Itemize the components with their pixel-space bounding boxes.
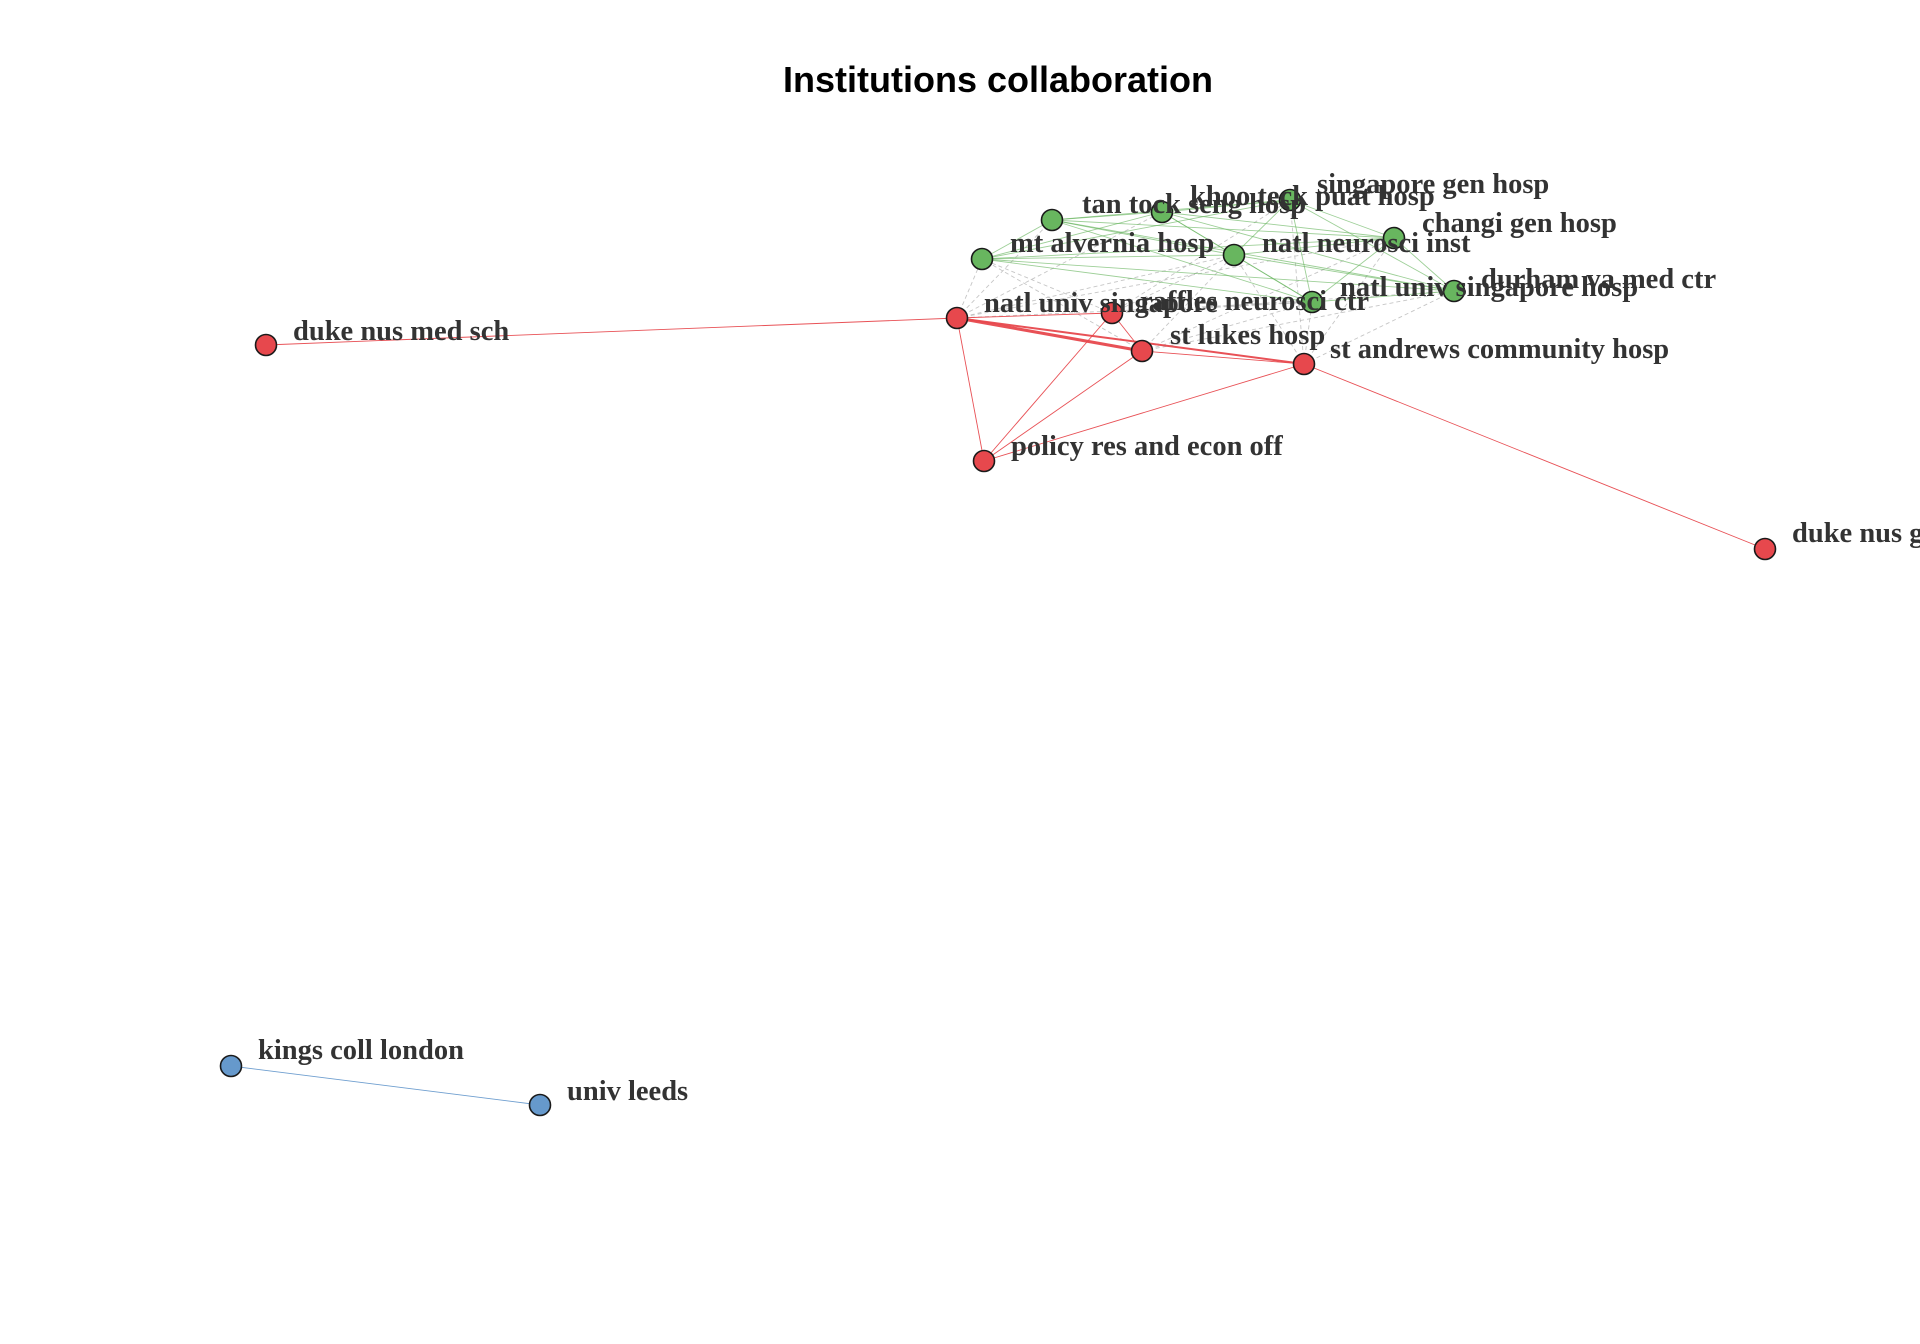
node-tan_tock_seng_hosp[interactable] xyxy=(1040,208,1064,232)
edge-natl_univ_singapore-policy_res_and_econ_off xyxy=(956,317,985,462)
edge-st_lukes_hosp-durham_va_med_ctr xyxy=(1141,290,1455,352)
node-label-singapore_gen_hosp: singapore gen hosp xyxy=(1317,169,1549,200)
node-label-duke_nus_med_sch: duke nus med sch xyxy=(293,316,509,347)
edge-khoo_teck_puat_hosp-mt_alvernia_hosp xyxy=(981,211,1163,260)
edge-singapore_gen_hosp-natl_univ_singapore_hosp xyxy=(1289,199,1313,303)
edge-natl_neurosci_inst-natl_univ_singapore_hosp xyxy=(1233,254,1313,303)
node-label-natl_neurosci_inst: natl neurosci inst xyxy=(1262,228,1471,259)
node-st_lukes_hosp[interactable] xyxy=(1130,339,1154,363)
edge-st_lukes_hosp-natl_univ_singapore_hosp xyxy=(1141,301,1313,352)
node-natl_univ_singapore_hosp[interactable] xyxy=(1300,290,1324,314)
edge-singapore_gen_hosp-mt_alvernia_hosp xyxy=(981,199,1291,260)
node-label-st_andrews_community_hosp: st andrews community hosp xyxy=(1330,334,1669,365)
edge-natl_univ_singapore-natl_neurosci_inst xyxy=(956,254,1235,319)
node-label-tan_tock_seng_hosp: tan tock seng hosp xyxy=(1082,189,1306,220)
edge-natl_univ_singapore_hosp-durham_va_med_ctr xyxy=(1311,290,1455,303)
node-policy_res_and_econ_off[interactable] xyxy=(972,449,996,473)
edge-st_andrews_community_hosp-duke_nus_grad_med_sch xyxy=(1303,363,1766,550)
edge-singapore_gen_hosp-durham_va_med_ctr xyxy=(1289,199,1455,292)
edge-st_lukes_hosp-st_andrews_community_hosp xyxy=(1141,350,1305,365)
node-label-changi_gen_hosp: changi gen hosp xyxy=(1422,208,1617,239)
edge-mt_alvernia_hosp-natl_univ_singapore_hosp xyxy=(981,258,1313,303)
node-natl_univ_singapore[interactable] xyxy=(945,306,969,330)
edge-natl_neurosci_inst-durham_va_med_ctr xyxy=(1233,254,1455,292)
edge-natl_univ_singapore-st_andrews_community_hosp xyxy=(956,317,1305,365)
edge-raffles_neurosci_ctr-natl_univ_singapore_hosp xyxy=(1111,301,1313,314)
edge-khoo_teck_puat_hosp-tan_tock_seng_hosp xyxy=(1051,211,1163,221)
node-khoo_teck_puat_hosp[interactable] xyxy=(1150,200,1174,224)
node-label-st_lukes_hosp: st lukes hosp xyxy=(1170,320,1325,351)
edge-tan_tock_seng_hosp-changi_gen_hosp xyxy=(1051,219,1395,239)
edge-st_lukes_hosp-mt_alvernia_hosp xyxy=(981,258,1143,352)
edge-st_andrews_community_hosp-policy_res_and_econ_off xyxy=(983,363,1305,462)
edge-tan_tock_seng_hosp-durham_va_med_ctr xyxy=(1051,219,1455,292)
node-natl_neurosci_inst[interactable] xyxy=(1222,243,1246,267)
edge-khoo_teck_puat_hosp-durham_va_med_ctr xyxy=(1161,211,1455,292)
node-label-duke_nus_grad_med_sch: duke nus grad med sc xyxy=(1792,518,1920,549)
node-duke_nus_grad_med_sch[interactable] xyxy=(1753,537,1777,561)
edge-natl_univ_singapore-duke_nus_med_sch xyxy=(265,317,958,346)
edge-singapore_gen_hosp-changi_gen_hosp xyxy=(1289,199,1395,239)
edge-natl_univ_singapore-khoo_teck_puat_hosp xyxy=(956,211,1163,319)
edge-raffles_neurosci_ctr-mt_alvernia_hosp xyxy=(981,258,1113,314)
edges-layer xyxy=(230,199,1766,1106)
edge-natl_univ_singapore-tan_tock_seng_hosp xyxy=(956,219,1053,319)
edge-raffles_neurosci_ctr-durham_va_med_ctr xyxy=(1111,290,1455,314)
node-durham_va_med_ctr[interactable] xyxy=(1442,279,1466,303)
node-singapore_gen_hosp[interactable] xyxy=(1278,188,1302,212)
node-label-kings_coll_london: kings coll london xyxy=(258,1035,464,1066)
edge-mt_alvernia_hosp-natl_neurosci_inst xyxy=(981,254,1235,260)
edge-tan_tock_seng_hosp-natl_univ_singapore_hosp xyxy=(1051,219,1313,303)
edge-tan_tock_seng_hosp-mt_alvernia_hosp xyxy=(981,219,1053,260)
edge-changi_gen_hosp-natl_univ_singapore_hosp xyxy=(1311,237,1395,303)
edge-changi_gen_hosp-natl_neurosci_inst xyxy=(1233,237,1395,256)
node-changi_gen_hosp[interactable] xyxy=(1382,226,1406,250)
node-label-raffles_neurosci_ctr: raffles neurosci ctr xyxy=(1140,286,1369,317)
node-label-natl_univ_singapore: natl univ singapore xyxy=(984,288,1218,319)
edge-st_lukes_hosp-policy_res_and_econ_off xyxy=(983,350,1143,462)
edge-natl_univ_singapore-raffles_neurosci_ctr xyxy=(956,312,1113,319)
edge-kings_coll_london-univ_leeds xyxy=(230,1065,541,1106)
edge-khoo_teck_puat_hosp-changi_gen_hosp xyxy=(1161,211,1395,239)
edge-changi_gen_hosp-durham_va_med_ctr xyxy=(1393,237,1455,292)
edge-tan_tock_seng_hosp-natl_neurosci_inst xyxy=(1051,219,1235,256)
node-mt_alvernia_hosp[interactable] xyxy=(970,247,994,271)
chart-title: Institutions collaboration xyxy=(783,59,1213,100)
node-raffles_neurosci_ctr[interactable] xyxy=(1100,301,1124,325)
node-label-khoo_teck_puat_hosp: khoo teck puat hosp xyxy=(1190,181,1435,212)
node-label-policy_res_and_econ_off: policy res and econ off xyxy=(1011,431,1283,462)
edge-changi_gen_hosp-mt_alvernia_hosp xyxy=(981,237,1395,260)
node-label-natl_univ_singapore_hosp: natl univ singapore hosp xyxy=(1340,272,1638,303)
node-st_andrews_community_hosp[interactable] xyxy=(1292,352,1316,376)
edge-st_andrews_community_hosp-changi_gen_hosp xyxy=(1303,237,1395,365)
edge-raffles_neurosci_ctr-policy_res_and_econ_off xyxy=(983,312,1113,462)
edge-raffles_neurosci_ctr-singapore_gen_hosp xyxy=(1111,199,1291,314)
node-kings_coll_london[interactable] xyxy=(219,1054,243,1078)
edge-st_andrews_community_hosp-natl_neurosci_inst xyxy=(1233,254,1305,365)
node-label-univ_leeds: univ leeds xyxy=(567,1076,688,1107)
nodes-layer xyxy=(219,188,1777,1117)
edge-raffles_neurosci_ctr-natl_neurosci_inst xyxy=(1111,254,1235,314)
node-duke_nus_med_sch[interactable] xyxy=(254,333,278,357)
node-label-mt_alvernia_hosp: mt alvernia hosp xyxy=(1010,228,1214,259)
node-label-durham_va_med_ctr: durham va med ctr xyxy=(1481,264,1716,295)
edge-natl_univ_singapore-st_lukes_hosp xyxy=(956,316,1143,353)
edge-st_lukes_hosp-natl_neurosci_inst xyxy=(1141,254,1235,352)
node-univ_leeds[interactable] xyxy=(528,1093,552,1117)
edge-natl_univ_singapore-natl_univ_singapore_hosp xyxy=(956,301,1313,319)
edge-mt_alvernia_hosp-durham_va_med_ctr xyxy=(981,258,1455,292)
